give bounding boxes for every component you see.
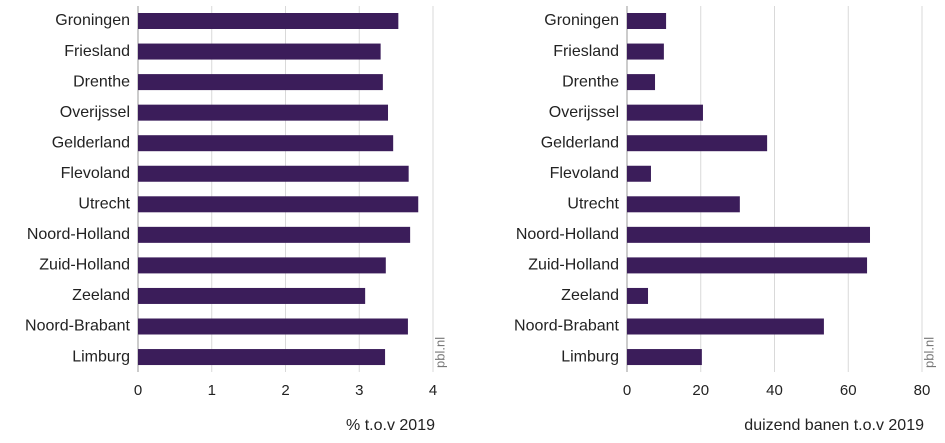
y-tick-label: Friesland bbox=[553, 43, 619, 60]
y-tick-label: Groningen bbox=[55, 12, 130, 29]
x-tick-label: 80 bbox=[914, 382, 931, 399]
bar bbox=[138, 318, 408, 335]
y-tick-label: Zuid-Holland bbox=[528, 257, 619, 274]
bar bbox=[138, 349, 386, 366]
y-tick-label: Groningen bbox=[544, 12, 619, 29]
bar bbox=[138, 196, 419, 213]
x-tick-label: 4 bbox=[429, 382, 437, 399]
y-tick-label: Drenthe bbox=[562, 73, 619, 90]
x-tick-label: 0 bbox=[134, 382, 142, 399]
x-tick-label: 1 bbox=[208, 382, 216, 399]
y-tick-label: Overijssel bbox=[60, 104, 130, 121]
bar bbox=[627, 349, 702, 366]
x-axis-title: duizend banen t.o.v 2019 bbox=[744, 417, 924, 434]
bar bbox=[627, 165, 651, 182]
bar bbox=[627, 13, 667, 29]
y-tick-label: Zeeland bbox=[561, 287, 619, 304]
bar bbox=[627, 135, 768, 152]
y-tick-label: Utrecht bbox=[78, 196, 130, 213]
y-tick-label: Limburg bbox=[72, 348, 130, 365]
y-tick-label: Drenthe bbox=[73, 73, 130, 90]
y-tick-label: Flevoland bbox=[61, 165, 130, 182]
bar bbox=[138, 165, 409, 182]
y-tick-label: Zeeland bbox=[72, 287, 130, 304]
bar bbox=[627, 43, 664, 60]
source-label: pbl.nl bbox=[921, 337, 936, 368]
x-axis-title: % t.o.v 2019 bbox=[346, 417, 435, 434]
y-tick-label: Zuid-Holland bbox=[39, 257, 130, 274]
x-tick-label: 2 bbox=[281, 382, 289, 399]
y-tick-label: Noord-Holland bbox=[516, 226, 619, 243]
y-tick-label: Gelderland bbox=[52, 134, 130, 151]
y-tick-label: Noord-Brabant bbox=[25, 318, 131, 335]
x-tick-label: 60 bbox=[840, 382, 857, 399]
y-tick-label: Flevoland bbox=[550, 165, 619, 182]
bar bbox=[627, 287, 649, 304]
x-tick-label: 3 bbox=[355, 382, 363, 399]
bar bbox=[138, 13, 399, 29]
source-label: pbl.nl bbox=[432, 337, 447, 368]
bar bbox=[627, 104, 703, 121]
y-tick-label: Limburg bbox=[561, 348, 619, 365]
bar bbox=[138, 104, 389, 121]
y-tick-label: Noord-Brabant bbox=[514, 318, 620, 335]
bar bbox=[627, 318, 824, 335]
bar bbox=[138, 135, 394, 152]
bar bbox=[627, 226, 871, 243]
x-tick-label: 20 bbox=[692, 382, 709, 399]
y-tick-label: Overijssel bbox=[549, 104, 619, 121]
y-tick-label: Noord-Holland bbox=[27, 226, 130, 243]
bar bbox=[138, 257, 386, 274]
x-tick-label: 40 bbox=[766, 382, 783, 399]
y-tick-label: Gelderland bbox=[541, 134, 619, 151]
bar bbox=[138, 43, 381, 60]
bar bbox=[138, 287, 366, 304]
y-tick-label: Friesland bbox=[64, 43, 130, 60]
y-tick-label: Utrecht bbox=[567, 196, 619, 213]
x-tick-label: 0 bbox=[623, 382, 631, 399]
bar bbox=[627, 74, 656, 91]
bar bbox=[627, 196, 740, 213]
bar bbox=[627, 257, 868, 274]
bar bbox=[138, 74, 383, 91]
bar bbox=[138, 226, 411, 243]
